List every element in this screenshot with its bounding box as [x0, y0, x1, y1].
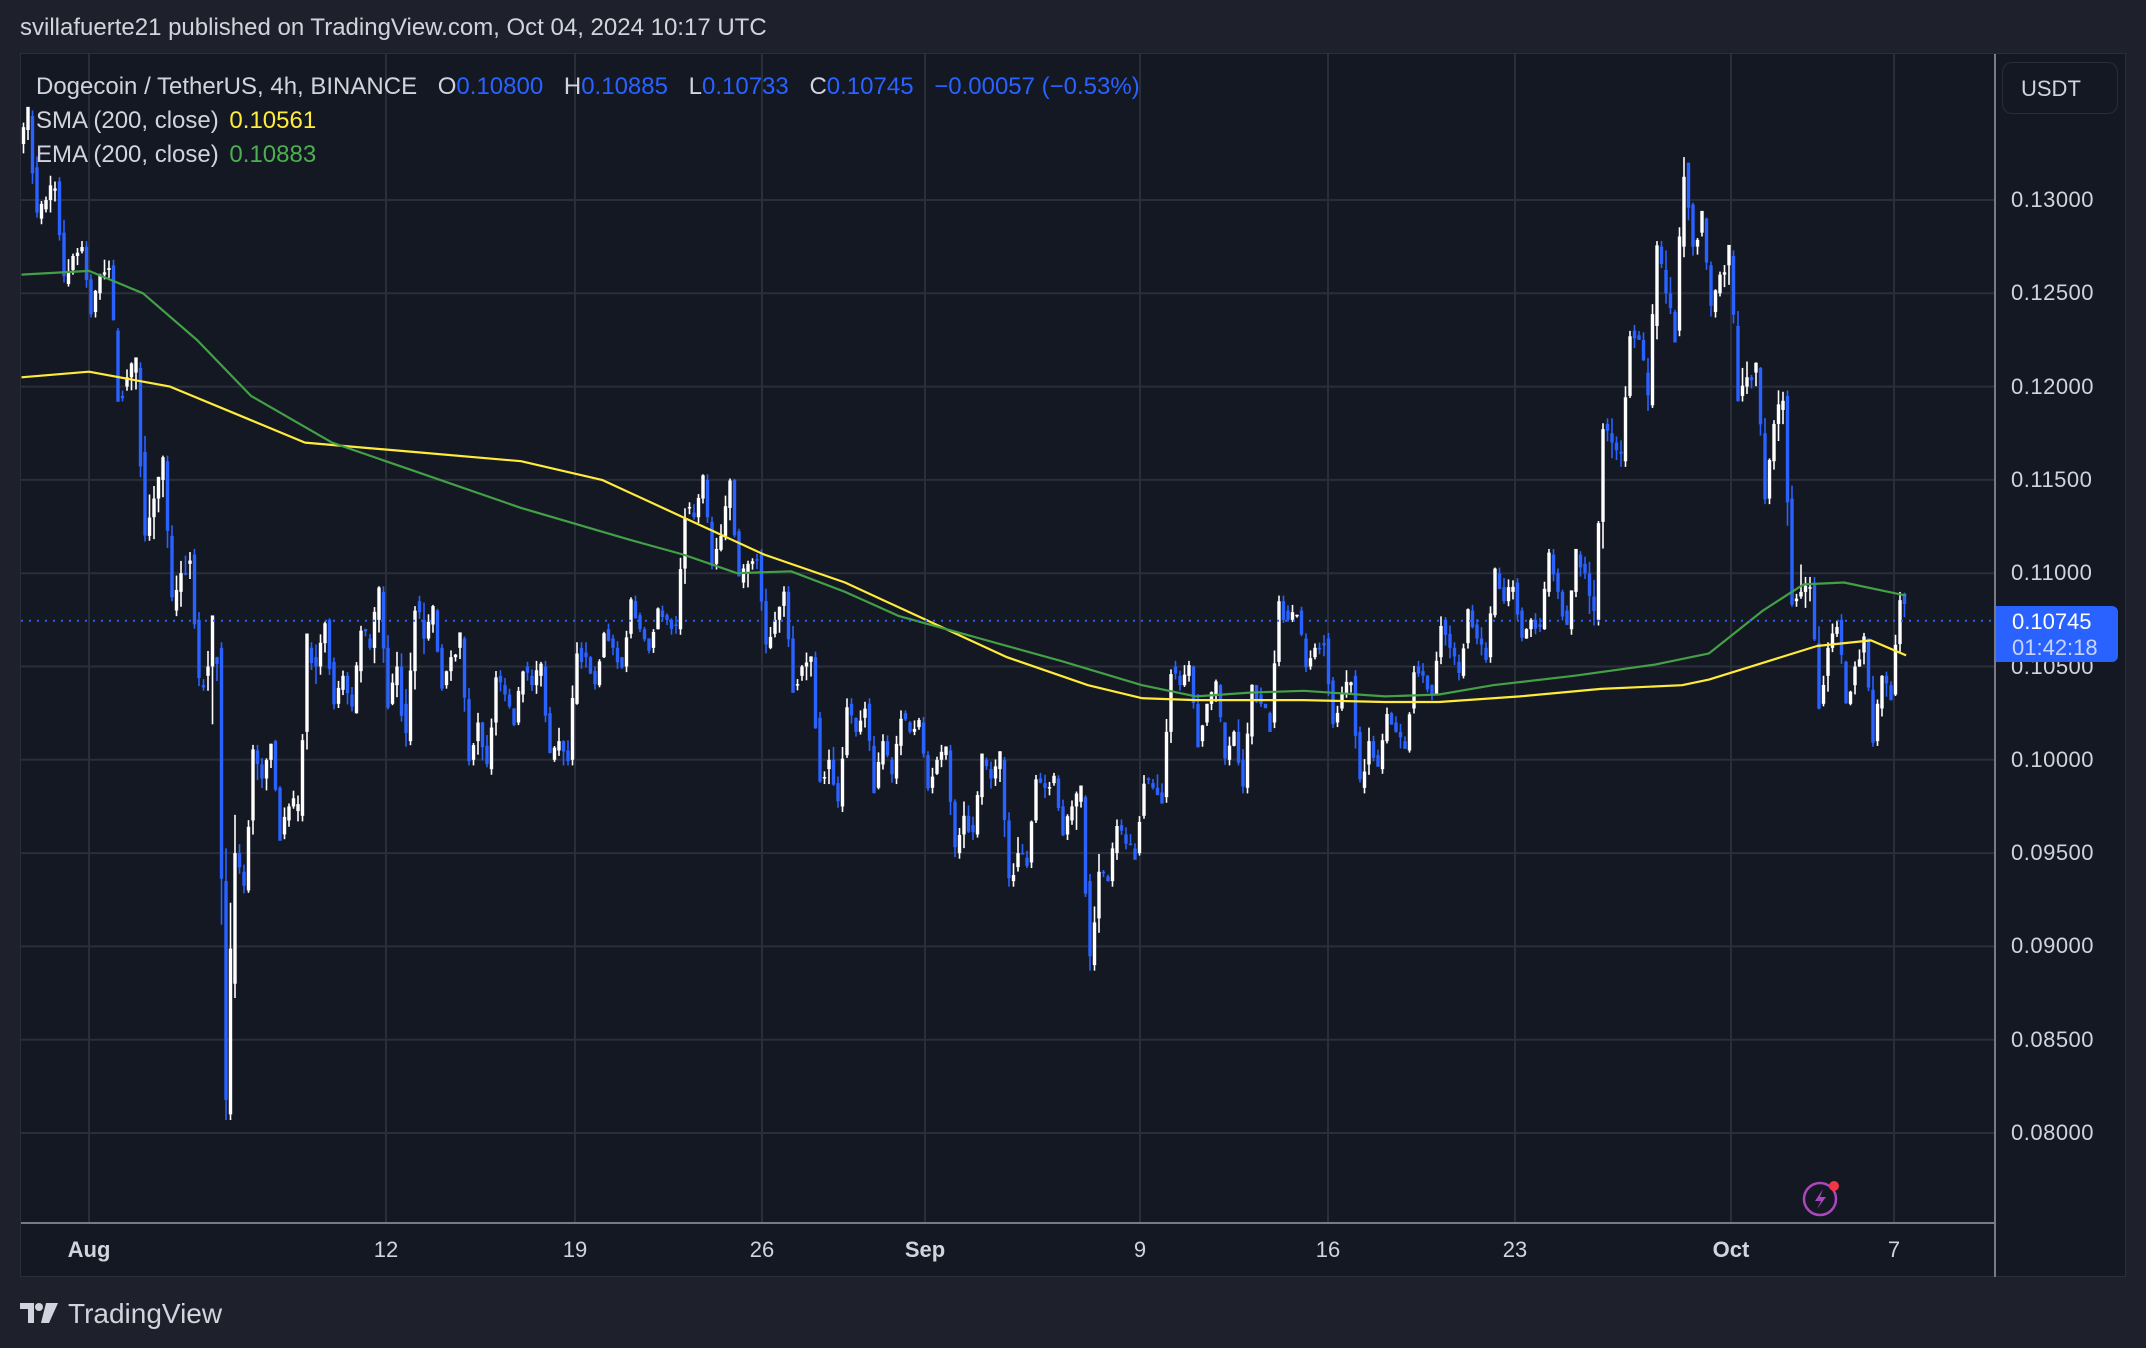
price-tick: 0.11000 [2011, 560, 2093, 586]
bar-countdown: 01:42:18 [2012, 635, 2098, 660]
price-tick: 0.10000 [2011, 746, 2095, 772]
price-tick: 0.08500 [2011, 1026, 2095, 1052]
symbol-legend-row[interactable]: Dogecoin / TetherUS, 4h, BINANCE O0.1080… [36, 70, 1140, 104]
symbol-name: Dogecoin / TetherUS, 4h, BINANCE [36, 73, 418, 100]
price-tick: 0.08000 [2011, 1120, 2095, 1145]
time-tick: Oct [1712, 1237, 1750, 1262]
time-tick: 26 [749, 1237, 775, 1262]
sma-value: 0.10561 [229, 107, 317, 134]
tradingview-logo-icon [20, 1303, 58, 1323]
low-label: L [688, 73, 702, 100]
price-tick: 0.11500 [2011, 466, 2093, 492]
time-tick: 16 [1315, 1237, 1341, 1262]
open-label: O [437, 73, 457, 100]
current-price: 0.10745 [2012, 609, 2092, 634]
price-tick: 0.12000 [2011, 373, 2095, 399]
price-tick: 0.09500 [2011, 840, 2095, 866]
low-value: 0.10733 [702, 73, 789, 100]
price-tick: 0.12500 [2011, 280, 2095, 306]
time-tick: Sep [904, 1237, 946, 1262]
price-tick: 0.09000 [2011, 933, 2095, 959]
open-value: 0.10800 [456, 73, 544, 100]
current-price-tag: 0.10745 01:42:18 [1996, 606, 2118, 662]
publisher-caption: svillafuerte21 published on TradingView.… [20, 14, 767, 41]
time-tick: 19 [562, 1237, 588, 1262]
high-value: 0.10885 [581, 73, 668, 100]
time-tick: Aug [67, 1237, 111, 1262]
close-value: 0.10745 [826, 73, 914, 100]
lightning-alert-icon[interactable] [1800, 1175, 1844, 1219]
time-tick: 9 [1133, 1237, 1147, 1262]
close-label: C [809, 73, 827, 100]
brand-name: TradingView [68, 1298, 223, 1329]
ema-value: 0.10883 [229, 141, 317, 168]
sma-label: SMA (200, close) [36, 107, 219, 134]
sma-legend-row[interactable]: SMA (200, close) 0.10561 [36, 104, 1140, 138]
ema-legend-row[interactable]: EMA (200, close) 0.10883 [36, 138, 1140, 172]
tradingview-logo[interactable]: TradingView [20, 1298, 222, 1330]
ema-label: EMA (200, close) [36, 141, 219, 168]
time-tick: 23 [1502, 1237, 1528, 1262]
currency-button[interactable]: USDT [2002, 62, 2118, 114]
time-tick: 12 [373, 1237, 399, 1262]
time-tick: 7 [1887, 1237, 1901, 1262]
chart-legend: Dogecoin / TetherUS, 4h, BINANCE O0.1080… [36, 70, 1140, 172]
high-label: H [563, 73, 582, 100]
price-tick: 0.13000 [2011, 187, 2095, 212]
change-value: −0.00057 (−0.53%) [934, 73, 1140, 100]
